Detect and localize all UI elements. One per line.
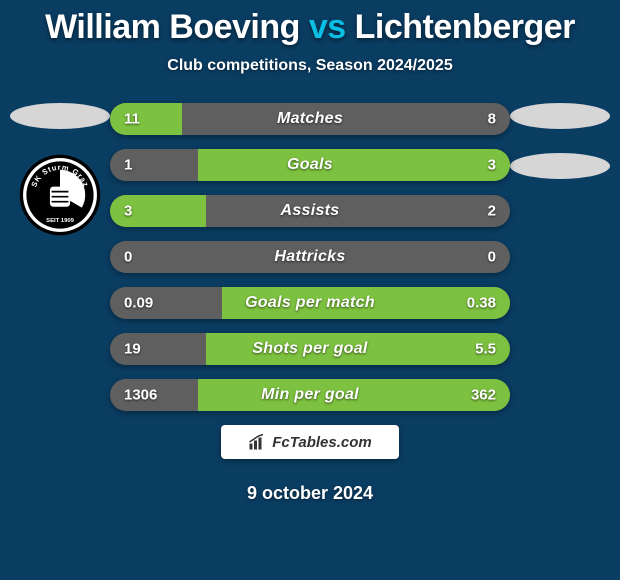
stat-bars: 11 Matches 8 1 Goals 3 3 Assists 2 0 Hattricks 0 0.0… <box>110 103 510 411</box>
player1-avatar-placeholder <box>10 103 110 129</box>
stat-bar: 1 Goals 3 <box>110 149 510 181</box>
stat-label: Goals <box>287 156 333 174</box>
stat-value-left: 19 <box>124 341 141 358</box>
stat-bar: 0 Hattricks 0 <box>110 241 510 273</box>
stat-label: Min per goal <box>261 386 359 404</box>
stat-bar: 3 Assists 2 <box>110 195 510 227</box>
player1-team-badge: SK Sturm Graz SEIT 1909 <box>18 153 102 237</box>
stat-bar: 1306 Min per goal 362 <box>110 379 510 411</box>
stat-value-left: 11 <box>124 111 140 128</box>
player1-name: William Boeving <box>45 8 300 46</box>
fctables-text: FcTables.com <box>272 434 371 451</box>
comparison-area: SK Sturm Graz SEIT 1909 11 Matches 8 1 Goals… <box>0 103 620 411</box>
stat-bar: 19 Shots per goal 5.5 <box>110 333 510 365</box>
bar-fill-right <box>198 149 510 181</box>
stat-label: Assists <box>280 202 339 220</box>
stat-value-right: 0.38 <box>467 295 496 312</box>
stat-value-right: 2 <box>488 203 496 220</box>
stat-value-right: 3 <box>488 157 496 174</box>
date-text: 9 october 2024 <box>0 483 620 504</box>
vs-text: vs <box>309 8 346 46</box>
fctables-badge[interactable]: FcTables.com <box>221 425 399 459</box>
stat-label: Matches <box>277 110 343 128</box>
team-badge-sub: SEIT 1909 <box>46 218 74 224</box>
chart-icon <box>248 433 266 451</box>
stat-value-right: 362 <box>471 387 496 404</box>
stat-bar: 11 Matches 8 <box>110 103 510 135</box>
stat-value-left: 0.09 <box>124 295 153 312</box>
stat-bar: 0.09 Goals per match 0.38 <box>110 287 510 319</box>
player2-team-placeholder <box>510 153 610 179</box>
stat-value-left: 0 <box>124 249 132 266</box>
stat-value-right: 5.5 <box>475 341 496 358</box>
subtitle: Club competitions, Season 2024/2025 <box>0 57 620 75</box>
page-title: William Boeving vs Lichtenberger <box>0 0 620 47</box>
bar-fill-left <box>110 103 182 135</box>
stat-value-left: 1306 <box>124 387 157 404</box>
stat-label: Shots per goal <box>252 340 367 358</box>
stat-value-right: 0 <box>488 249 496 266</box>
stat-value-left: 1 <box>124 157 132 174</box>
player2-name: Lichtenberger <box>355 8 575 46</box>
stat-value-right: 8 <box>488 111 496 128</box>
player2-avatar-placeholder <box>510 103 610 129</box>
stat-label: Goals per match <box>245 294 375 312</box>
stat-value-left: 3 <box>124 203 132 220</box>
stat-label: Hattricks <box>274 248 345 266</box>
